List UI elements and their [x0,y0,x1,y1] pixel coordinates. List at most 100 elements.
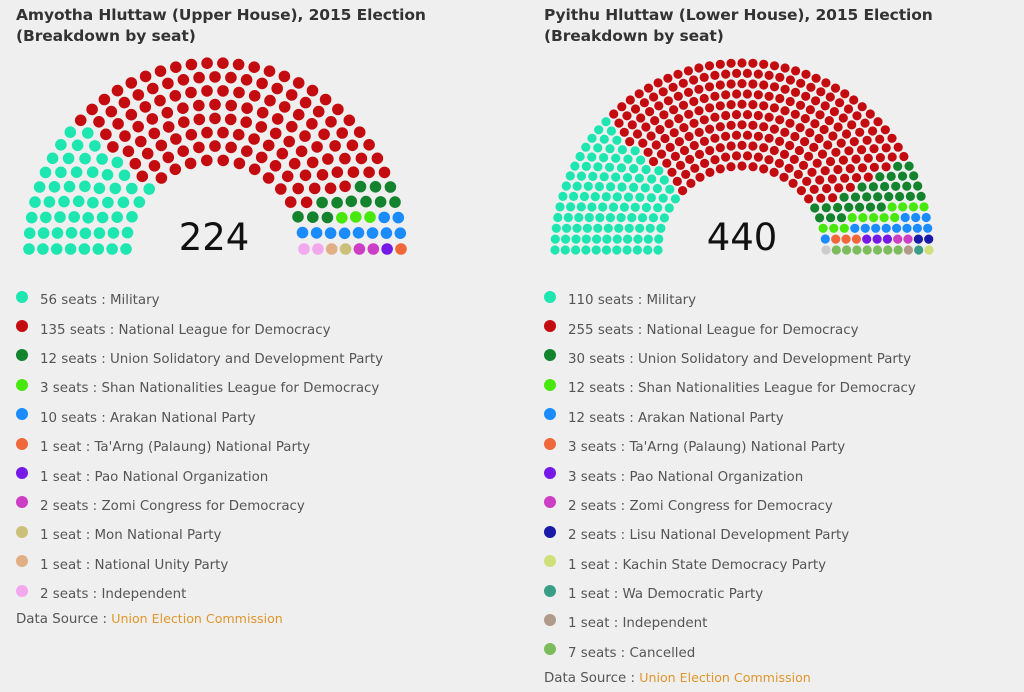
seat-dot [363,139,375,151]
seat-dot [836,213,847,223]
seat-dot [592,234,602,244]
seat-dot [860,223,870,233]
legend-item: 3 seats : Ta'Arng (Palaung) National Par… [544,433,916,462]
seat-dot [721,152,731,162]
seat-dot [769,167,779,177]
seat-dot [903,234,913,244]
seat-dot [779,149,790,159]
seat-dot [232,128,245,141]
legend-swatch-icon [16,525,28,538]
seat-dot [23,243,35,255]
seat-dot [840,173,850,183]
seat-dot [82,212,94,224]
seat-dot [862,234,872,244]
seat-dot [550,234,560,244]
seat-dot [582,223,592,233]
seat-dot [737,161,747,171]
legend-item: 255 seats : National League for Democrac… [544,315,916,344]
seat-dot [893,234,903,244]
seat-dot [311,141,323,153]
seat-dot [619,202,629,212]
seat-dot [588,171,598,181]
seat-dot [769,103,779,113]
seat-dot [58,195,70,208]
legend-label: 2 seats : Lisu National Development Part… [568,528,850,544]
seat-dot [581,142,591,152]
seat-dot [862,245,872,255]
seat-dot [881,162,891,172]
seat-dot [43,196,56,208]
seat-dot [281,170,294,183]
seat-dot [312,105,325,118]
seat-dot [395,243,407,255]
seat-dot [764,70,774,80]
seat-dot [871,223,881,233]
seat-dot [389,196,401,208]
seat-dot [653,203,663,213]
seat-dot [726,120,736,130]
seat-dot [669,105,679,115]
data-source-link[interactable]: Union Election Commission [639,670,811,685]
seat-dot [617,145,627,155]
seat-dot [332,103,344,116]
seat-dot [625,95,635,105]
seat-dot [292,211,304,223]
seat-dot [224,113,237,126]
seat-dot [369,181,382,193]
legend-swatch-icon [16,496,28,509]
seat-dot [675,160,686,170]
seat-dot [897,171,908,181]
seat-dot [804,194,814,204]
seat-dot [331,166,344,178]
seat-dot [851,234,861,244]
seat-dot [902,181,912,191]
seat-dot [748,141,758,151]
seat-dot [655,124,665,135]
data-source-link[interactable]: Union Election Commission [111,611,283,626]
seat-dot [831,234,841,244]
seat-dot [611,172,621,182]
seat-dot [869,144,879,154]
seat-dot [700,158,710,168]
seat-dot [891,181,901,191]
seat-dot [903,245,913,255]
seat-dot [858,213,868,223]
seat-dot [887,202,897,212]
seat-dot [33,181,46,193]
seat-dot [800,114,810,124]
seat-dot [630,104,641,114]
seat-dot [670,194,680,204]
seat-dot [791,66,801,76]
seat-dot [96,211,109,224]
seat-dot [789,154,799,164]
seat-dot [811,73,821,83]
seat-dot [217,85,229,97]
seat-dot [331,196,343,209]
seat-dot [726,79,736,89]
seat-dot [881,143,891,153]
seat-dot [731,130,742,140]
seat-dot [601,192,611,202]
seat-dot [647,174,657,184]
seat-dot [649,92,659,102]
seat-dot [346,139,359,152]
seat-dot [225,141,237,154]
legend-swatch-icon [16,437,28,450]
seat-dot [209,140,221,152]
seat-dot [833,202,843,213]
seat-dot [816,87,826,97]
seat-dot [292,182,305,195]
seat-dot [653,78,663,88]
seat-dot [599,134,609,144]
seat-dot [614,223,624,233]
seat-dot [790,87,801,97]
seat-dot [868,182,878,192]
data-source: Data Source : Union Election Commission [544,670,811,686]
seat-dot [790,131,800,142]
seat-dot [193,71,205,84]
seat-dot [775,136,785,146]
seat-dot [96,153,108,165]
seat-dot [753,110,763,121]
seat-dot [852,111,862,121]
seat-dot [283,135,296,148]
